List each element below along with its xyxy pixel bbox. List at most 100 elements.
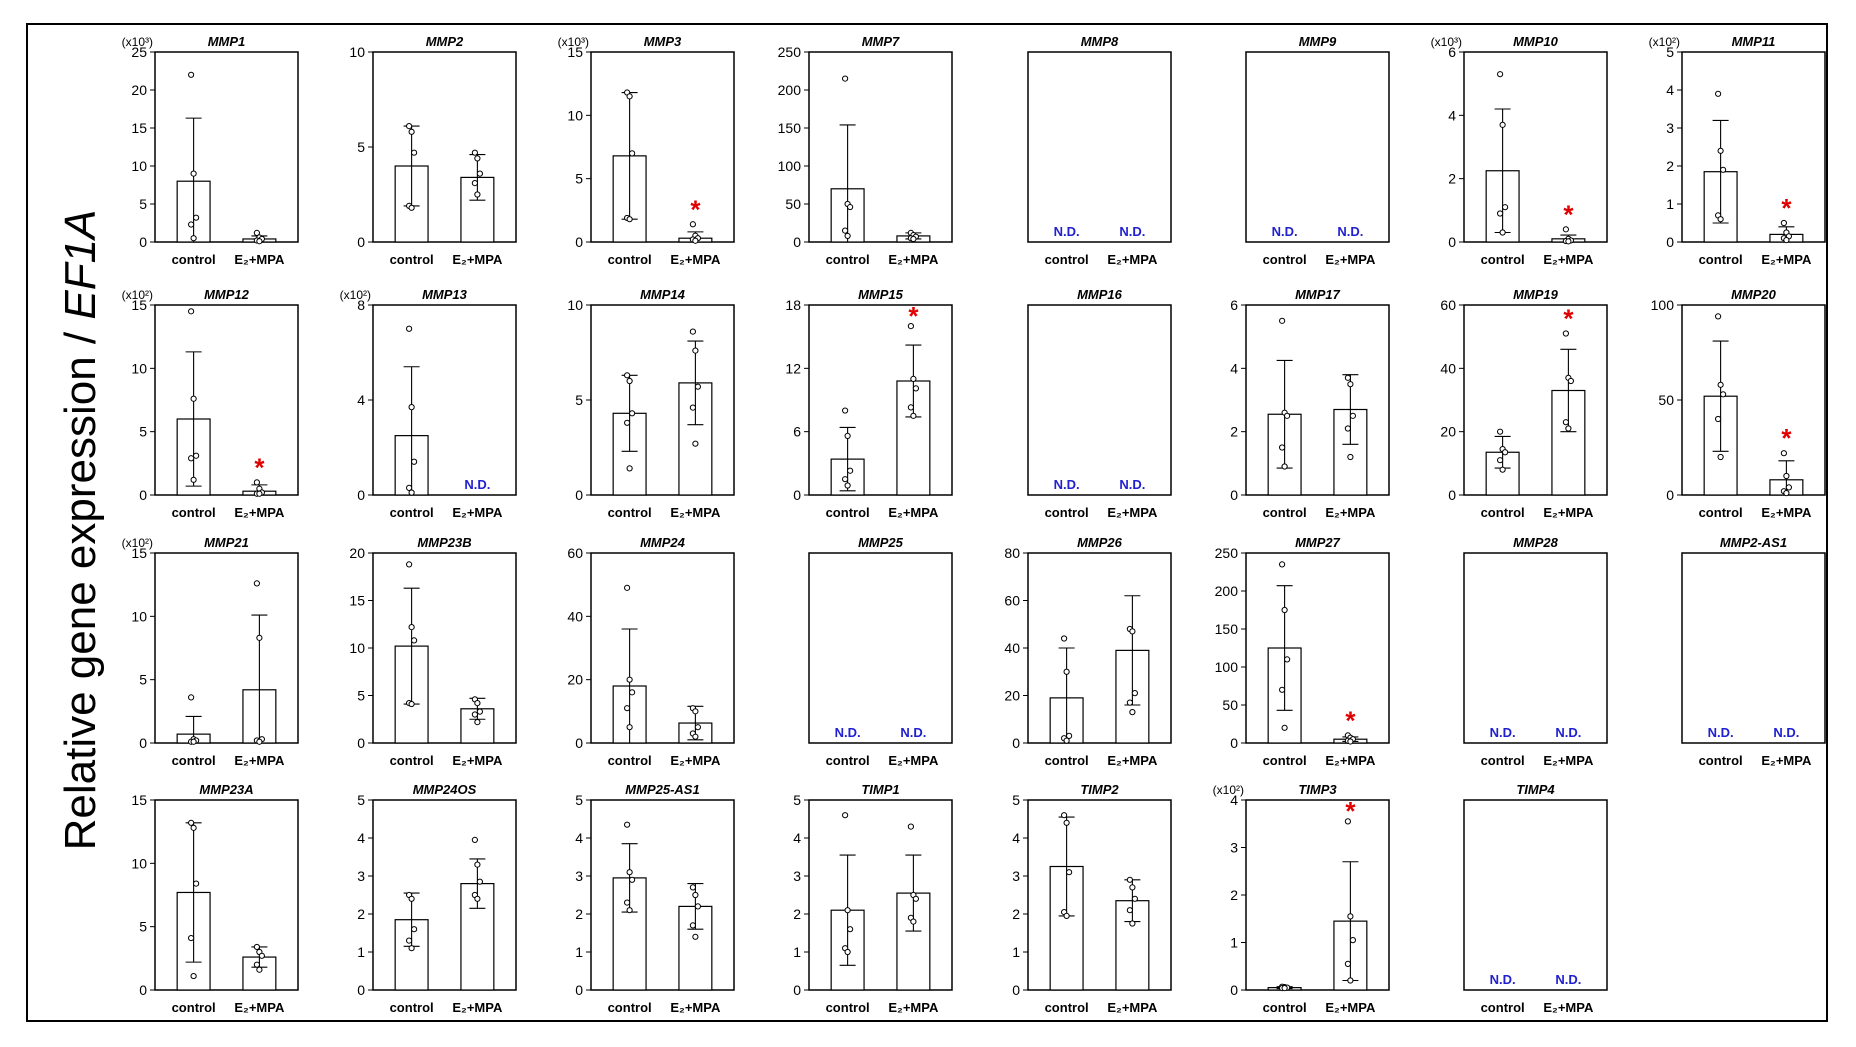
significance-marker: *	[1563, 199, 1574, 229]
data-point	[692, 440, 699, 447]
y-tick-label: 0	[139, 234, 147, 250]
y-tick-label: 12	[785, 360, 801, 376]
x-tick-label: E₂+MPA	[670, 1000, 721, 1015]
data-point	[190, 476, 197, 483]
data-point	[471, 836, 478, 844]
data-point	[474, 191, 481, 198]
y-tick-label: 15	[349, 593, 365, 609]
data-point	[258, 952, 265, 959]
chart-mmp20: MMP20 0 50 100 control E₂+MPA *	[1651, 287, 1826, 520]
y-tick-label: 15	[131, 545, 147, 561]
y-tick-label: 2	[1230, 887, 1238, 903]
x-tick-label: E₂+MPA	[888, 1000, 939, 1015]
data-point	[692, 933, 699, 940]
y-tick-label: 5	[139, 196, 147, 212]
y-tick-label: 5	[139, 424, 147, 440]
data-point	[188, 71, 195, 78]
y-tick-label: 2	[1666, 158, 1674, 174]
nd-label: N.D.	[1490, 972, 1516, 987]
y-tick-label: 3	[1230, 840, 1238, 856]
data-point	[1783, 472, 1790, 480]
plot-frame	[1463, 552, 1608, 744]
data-point	[626, 216, 633, 223]
nd-label: N.D.	[464, 477, 490, 492]
data-point	[1129, 709, 1136, 716]
y-tick-label: 0	[1230, 982, 1238, 998]
x-tick-label: control	[826, 753, 870, 768]
nd-label: N.D.	[1708, 725, 1734, 740]
axis-multiplier: (x10²)	[1213, 783, 1244, 797]
data-point	[471, 180, 478, 187]
data-point	[694, 724, 701, 731]
data-point	[190, 824, 197, 831]
plot-frame	[808, 304, 953, 496]
nd-label: N.D.	[1272, 224, 1298, 239]
y-tick-label: 3	[1666, 120, 1674, 136]
x-tick-label: control	[826, 1000, 870, 1015]
chart-mmp28: MMP28 control N.D. E₂+MPA N.D.	[1463, 535, 1608, 768]
plot-frame	[372, 51, 517, 243]
data-point	[188, 455, 195, 462]
data-point	[474, 700, 481, 707]
nd-label: N.D.	[1773, 725, 1799, 740]
data-point	[1279, 444, 1286, 451]
chart-title: MMP15	[858, 287, 904, 302]
data-point	[1720, 391, 1727, 398]
data-point	[844, 432, 851, 439]
data-point	[842, 407, 849, 414]
data-point	[1497, 457, 1504, 464]
x-tick-label: control	[172, 505, 216, 520]
data-point	[910, 235, 917, 243]
y-tick-label: 5	[139, 919, 147, 935]
nd-label: N.D.	[1054, 477, 1080, 492]
data-point	[1281, 606, 1288, 614]
chart-title: MMP23A	[199, 782, 253, 797]
data-point	[910, 918, 917, 925]
data-point	[844, 232, 851, 240]
data-point	[1279, 317, 1286, 324]
y-tick-label: 4	[1012, 830, 1020, 846]
y-tick-label: 3	[1012, 868, 1020, 884]
significance-marker: *	[254, 452, 265, 482]
data-point	[1347, 453, 1354, 461]
data-point	[692, 347, 699, 354]
plot-frame	[1245, 304, 1390, 496]
x-tick-label: control	[1481, 1000, 1525, 1015]
axis-multiplier: (x10³)	[1431, 35, 1462, 49]
y-tick-label: 150	[1215, 621, 1239, 637]
x-tick-label: control	[390, 1000, 434, 1015]
data-point	[910, 412, 917, 419]
chart-title: TIMP4	[1516, 782, 1555, 797]
chart-mmp24: MMP24 0 20 40 60 control E₂+MPA	[567, 535, 735, 768]
nd-label: N.D.	[1555, 725, 1581, 740]
y-tick-label: 20	[567, 672, 583, 688]
plot-frame	[1681, 552, 1826, 744]
data-point	[1126, 876, 1133, 883]
y-tick-label: 60	[1004, 593, 1020, 609]
plot-frame	[1027, 51, 1172, 243]
data-point	[476, 170, 483, 177]
y-tick-label: 5	[139, 672, 147, 688]
chart-mmp17: MMP17 0 2 4 6 control E₂+MPA	[1230, 287, 1390, 520]
data-point	[1715, 415, 1722, 423]
significance-marker: *	[1563, 304, 1574, 334]
x-tick-label: E₂+MPA	[1107, 1000, 1158, 1015]
axis-multiplier: (x10²)	[122, 536, 153, 550]
data-point	[1281, 724, 1288, 731]
chart-title: MMP21	[204, 535, 249, 550]
data-point	[408, 895, 415, 902]
data-point	[1497, 210, 1504, 217]
data-point	[626, 724, 633, 731]
x-tick-label: control	[1263, 252, 1307, 267]
x-tick-label: control	[1045, 753, 1089, 768]
chart-title: MMP25	[858, 535, 904, 550]
y-tick-label: 3	[793, 868, 801, 884]
y-tick-label: 15	[131, 297, 147, 313]
data-point	[1063, 668, 1070, 675]
chart-title: MMP13	[422, 287, 468, 302]
chart-mmp11: MMP11 (x10²) 0 1 2 3 4 5 control E₂+MPA *	[1649, 34, 1826, 267]
chart-title: TIMP2	[1080, 782, 1119, 797]
chart-mmp9: MMP9 control N.D. E₂+MPA N.D.	[1245, 34, 1390, 267]
data-point	[408, 204, 415, 211]
